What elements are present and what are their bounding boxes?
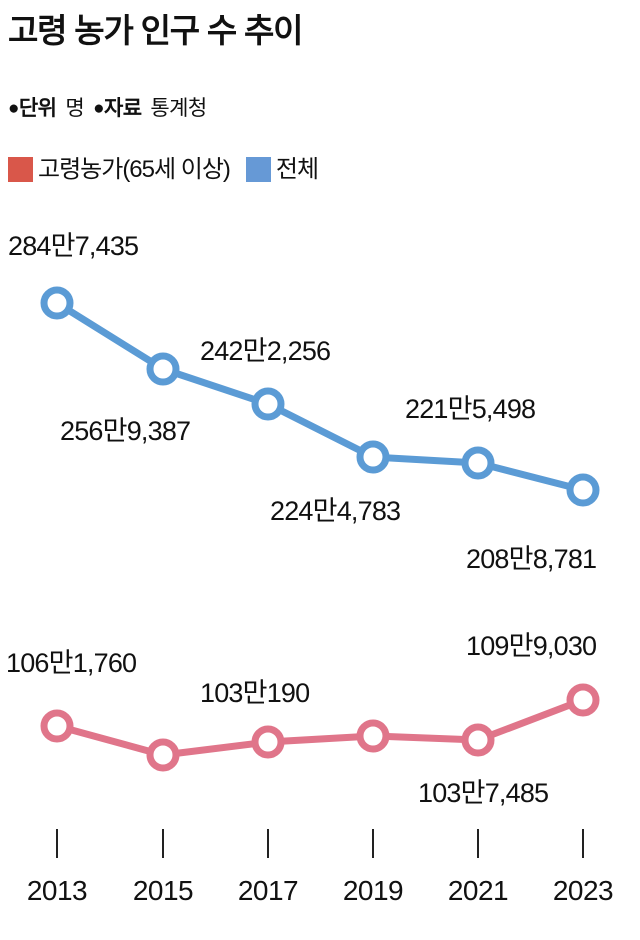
series-elderly-line	[53, 696, 587, 759]
value-label-elderly-2017: 103만190	[200, 678, 309, 708]
x-axis-label-2017: 2017	[238, 875, 298, 906]
unit-bullet-icon: ●	[8, 98, 19, 119]
value-label-total-2019: 224만4,783	[270, 496, 400, 526]
value-label-elderly-2021: 103만7,485	[418, 778, 548, 808]
series-total-markers	[40, 286, 600, 507]
value-label-total-2015: 256만9,387	[60, 416, 190, 446]
chart-legend: 고령농가(65세 이상) 전체	[8, 155, 319, 183]
x-axis-label-2021: 2021	[448, 875, 508, 906]
x-axis-label-2019: 2019	[343, 875, 403, 906]
series-total-line	[53, 299, 587, 494]
data-point-total-2017[interactable]	[251, 387, 285, 421]
data-point-elderly-2023[interactable]	[566, 683, 600, 717]
x-axis-ticks	[56, 829, 584, 858]
x-axis-label-2023: 2023	[553, 875, 613, 906]
value-label-elderly-2023: 109만9,030	[466, 631, 596, 661]
x-axis-labels: 2013 2015 2017 2019 2021 2023	[27, 875, 614, 906]
data-point-elderly-2013[interactable]	[40, 709, 74, 743]
data-point-total-2015[interactable]	[146, 352, 180, 386]
legend-label-total: 전체	[275, 155, 319, 183]
chart-area: 284만7,435 256만9,387 242만2,256 224만4,783 221만…	[0, 200, 640, 940]
data-point-total-2021[interactable]	[461, 446, 495, 480]
value-label-total-2013: 284만7,435	[8, 231, 138, 261]
legend-label-elderly: 고령농가(65세 이상)	[38, 155, 231, 183]
legend-item-total[interactable]: 전체	[245, 155, 319, 183]
value-label-total-2023: 208만8,781	[466, 544, 596, 574]
legend-item-elderly[interactable]: 고령농가(65세 이상)	[8, 155, 231, 183]
x-axis-label-2015: 2015	[133, 875, 193, 906]
data-point-labels: 284만7,435 256만9,387 242만2,256 224만4,783 221만…	[6, 231, 597, 808]
subtitle-meta: ●단위 명 ●자료 통계청	[8, 98, 207, 119]
page-title: 고령 농가 인구 수 추이	[8, 12, 304, 49]
unit-value: 명	[65, 97, 85, 120]
legend-swatch-total-icon	[245, 157, 271, 182]
data-point-elderly-2015[interactable]	[146, 738, 180, 772]
data-point-total-2013[interactable]	[40, 286, 74, 320]
source-label: 자료	[103, 97, 142, 120]
series-elderly-markers	[40, 683, 600, 772]
data-point-elderly-2021[interactable]	[461, 723, 495, 757]
legend-swatch-elderly-icon	[8, 157, 33, 182]
line-chart-svg: 284만7,435 256만9,387 242만2,256 224만4,783 221만…	[6, 231, 614, 906]
source-value: 통계청	[150, 97, 207, 120]
x-axis-label-2013: 2013	[27, 875, 87, 906]
source-bullet-icon: ●	[93, 98, 104, 119]
value-label-elderly-2013: 106만1,760	[6, 648, 136, 678]
data-point-total-2019[interactable]	[356, 440, 390, 474]
value-label-total-2021: 221만5,498	[405, 394, 535, 424]
data-point-total-2023[interactable]	[566, 473, 600, 507]
value-label-total-2017: 242만2,256	[200, 336, 330, 366]
data-point-elderly-2017[interactable]	[251, 725, 285, 759]
unit-label: 단위	[18, 97, 57, 120]
series-elderly-line-group	[40, 683, 600, 772]
data-point-elderly-2019[interactable]	[356, 719, 390, 753]
series-total-line-group	[40, 286, 600, 507]
